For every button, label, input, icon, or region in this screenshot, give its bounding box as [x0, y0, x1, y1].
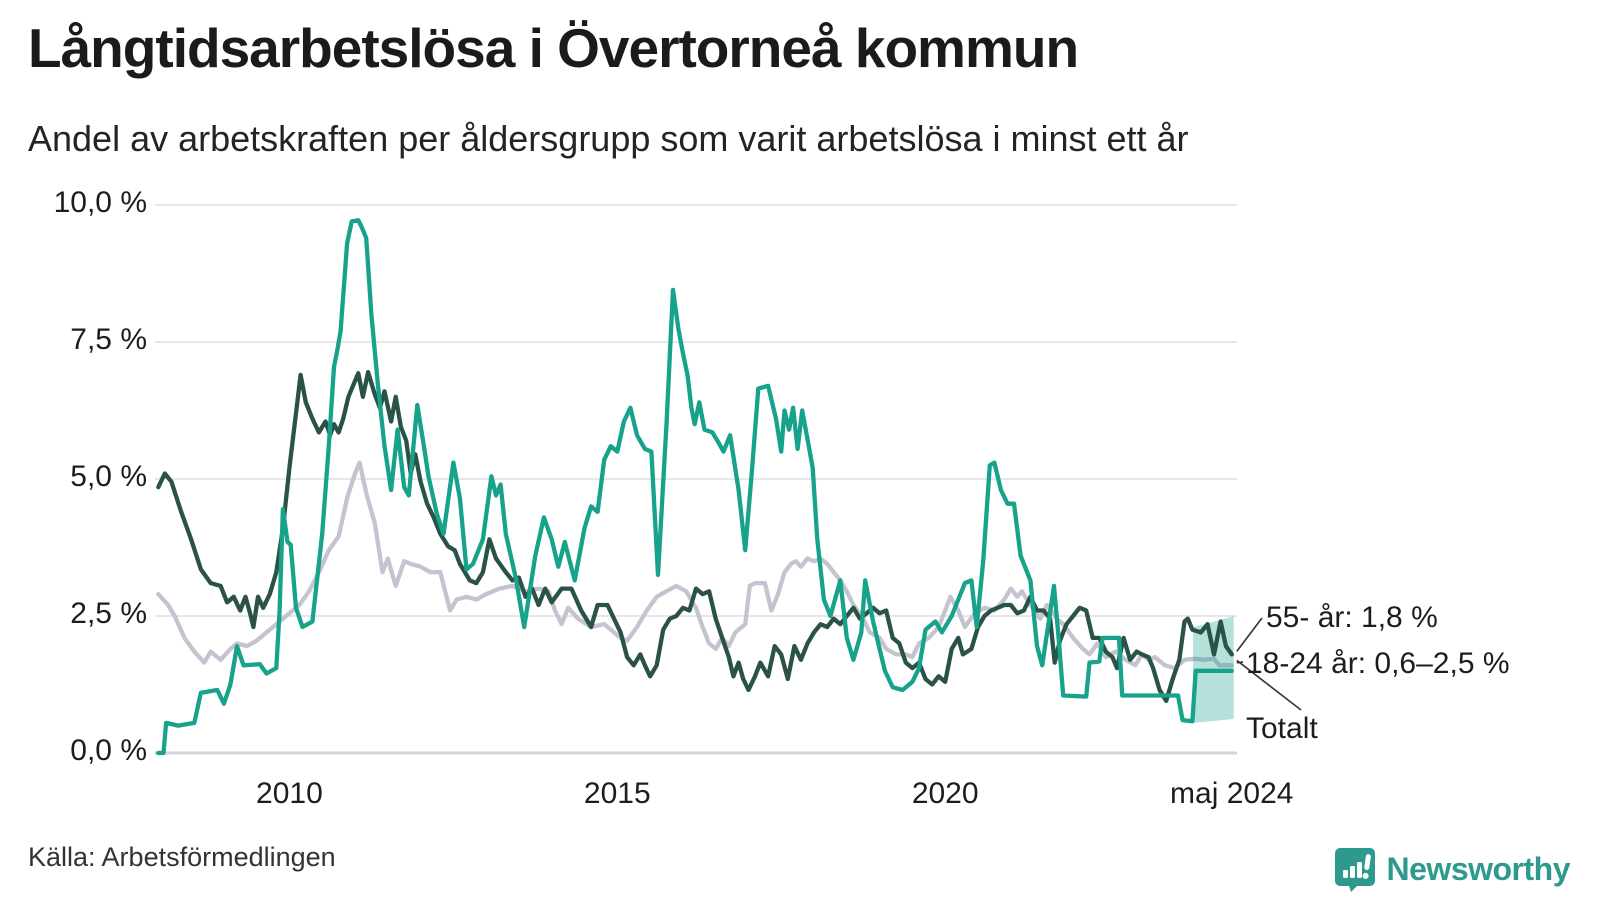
series-lines	[156, 218, 1234, 756]
y-tick-label: 2,5 %	[70, 597, 147, 630]
gridlines	[155, 204, 1237, 755]
newsworthy-logo-icon	[1334, 848, 1375, 892]
y-tick-label: 5,0 %	[70, 460, 147, 493]
series-line-18-24-ar	[156, 218, 1234, 756]
newsworthy-logo-text: Newsworthy	[1386, 850, 1571, 887]
y-tick-label: 10,0 %	[53, 186, 147, 219]
y-tick-label: 0,0 %	[70, 734, 147, 767]
y-tick-label: 7,5 %	[70, 323, 147, 356]
x-tick-label: 2015	[583, 777, 651, 810]
leader-line-totalt	[1236, 659, 1302, 711]
page-title: Långtidsarbetslösa i Övertorneå kommun	[28, 17, 1079, 79]
newsworthy-brand: Newsworthy	[1333, 846, 1571, 892]
annotation-18-24-ar: 18-24 år: 0,6–2,5 %	[1246, 647, 1510, 680]
x-tick-label: maj 2024	[1170, 777, 1294, 810]
annotation-totalt: Totalt	[1246, 712, 1318, 745]
chart-subtitle: Andel av arbetskraften per åldersgrupp s…	[28, 118, 1189, 159]
x-tick-label: 2010	[256, 777, 323, 810]
annotation-55-ar: 55- år: 1,8 %	[1266, 601, 1438, 634]
x-tick-label: 2020	[911, 777, 979, 810]
source-note: Källa: Arbetsförmedlingen	[28, 842, 336, 872]
leader-line-55-ar	[1236, 617, 1263, 652]
annotation-leader-lines	[1236, 617, 1302, 711]
